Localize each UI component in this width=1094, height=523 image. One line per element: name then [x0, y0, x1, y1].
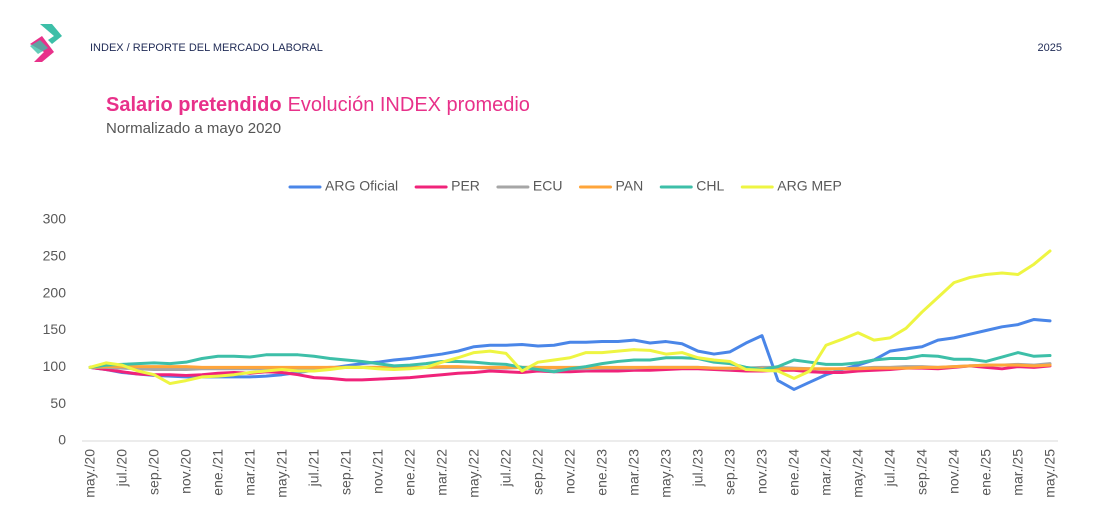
x-tick-label: may./25	[1042, 449, 1058, 498]
x-tick-label: jul./22	[498, 449, 514, 488]
x-tick-label: may./21	[274, 449, 290, 498]
x-tick-label: nov./22	[562, 449, 578, 494]
series-line	[88, 317, 1052, 391]
x-tick-label: mar./23	[626, 449, 642, 496]
x-tick-label: sep./22	[530, 449, 546, 495]
x-tick-label: jul./23	[690, 449, 706, 488]
y-tick-label: 0	[58, 432, 66, 448]
chart-title-rest: Evolución INDEX promedio	[288, 94, 530, 116]
series-line	[88, 351, 1052, 374]
legend-label: CHL	[696, 178, 724, 194]
x-tick-label: mar./22	[434, 449, 450, 496]
chart-subtitle: Normalizado a mayo 2020	[106, 120, 281, 137]
x-tick-label: jul./24	[882, 449, 898, 488]
legend-label: ARG Oficial	[325, 178, 398, 194]
x-tick-label: sep./21	[338, 449, 354, 495]
legend-label: PER	[451, 178, 480, 194]
x-tick-label: mar./25	[1010, 449, 1026, 496]
legend-label: ECU	[533, 178, 563, 194]
x-tick-label: ene./24	[786, 449, 802, 496]
x-tick-label: nov./23	[754, 449, 770, 494]
x-tick-label: ene./23	[594, 449, 610, 496]
x-tick-label: may./24	[850, 449, 866, 498]
x-tick-label: sep./24	[914, 449, 930, 495]
header-text: INDEX / REPORTE DEL MERCADO LABORAL	[90, 42, 323, 54]
x-tick-label: jul./21	[306, 449, 322, 488]
x-tick-label: nov./20	[178, 449, 194, 494]
y-tick-label: 250	[43, 248, 67, 264]
legend-label: PAN	[615, 178, 643, 194]
x-tick-label: nov./24	[946, 449, 962, 494]
x-tick-label: ene./22	[402, 449, 418, 496]
y-tick-label: 150	[43, 321, 67, 337]
y-tick-label: 100	[43, 358, 67, 374]
x-tick-label: ene./25	[978, 449, 994, 496]
x-tick-label: mar./24	[818, 449, 834, 496]
x-tick-label: sep./23	[722, 449, 738, 495]
y-tick-label: 50	[50, 395, 66, 411]
legend-label: ARG MEP	[777, 178, 842, 194]
series-line	[88, 249, 1052, 386]
x-tick-label: may./22	[466, 449, 482, 498]
x-tick-label: may./20	[82, 449, 98, 498]
chart-title: Salario pretendido Evolución INDEX promed…	[106, 94, 530, 116]
chart-title-bold: Salario pretendido	[106, 94, 282, 116]
x-tick-label: may./23	[658, 449, 674, 498]
x-tick-label: mar./21	[242, 449, 258, 496]
y-tick-label: 200	[43, 284, 67, 300]
logo	[30, 24, 62, 62]
x-tick-label: nov./21	[370, 449, 386, 494]
x-tick-label: ene./21	[210, 449, 226, 496]
x-tick-label: sep./20	[146, 449, 162, 495]
header-year: 2025	[1038, 42, 1062, 54]
legend: ARG Oficial PER ECU PAN CHL ARG MEP	[288, 178, 842, 194]
x-tick-label: jul./20	[114, 449, 130, 488]
y-tick-label: 300	[43, 211, 67, 227]
